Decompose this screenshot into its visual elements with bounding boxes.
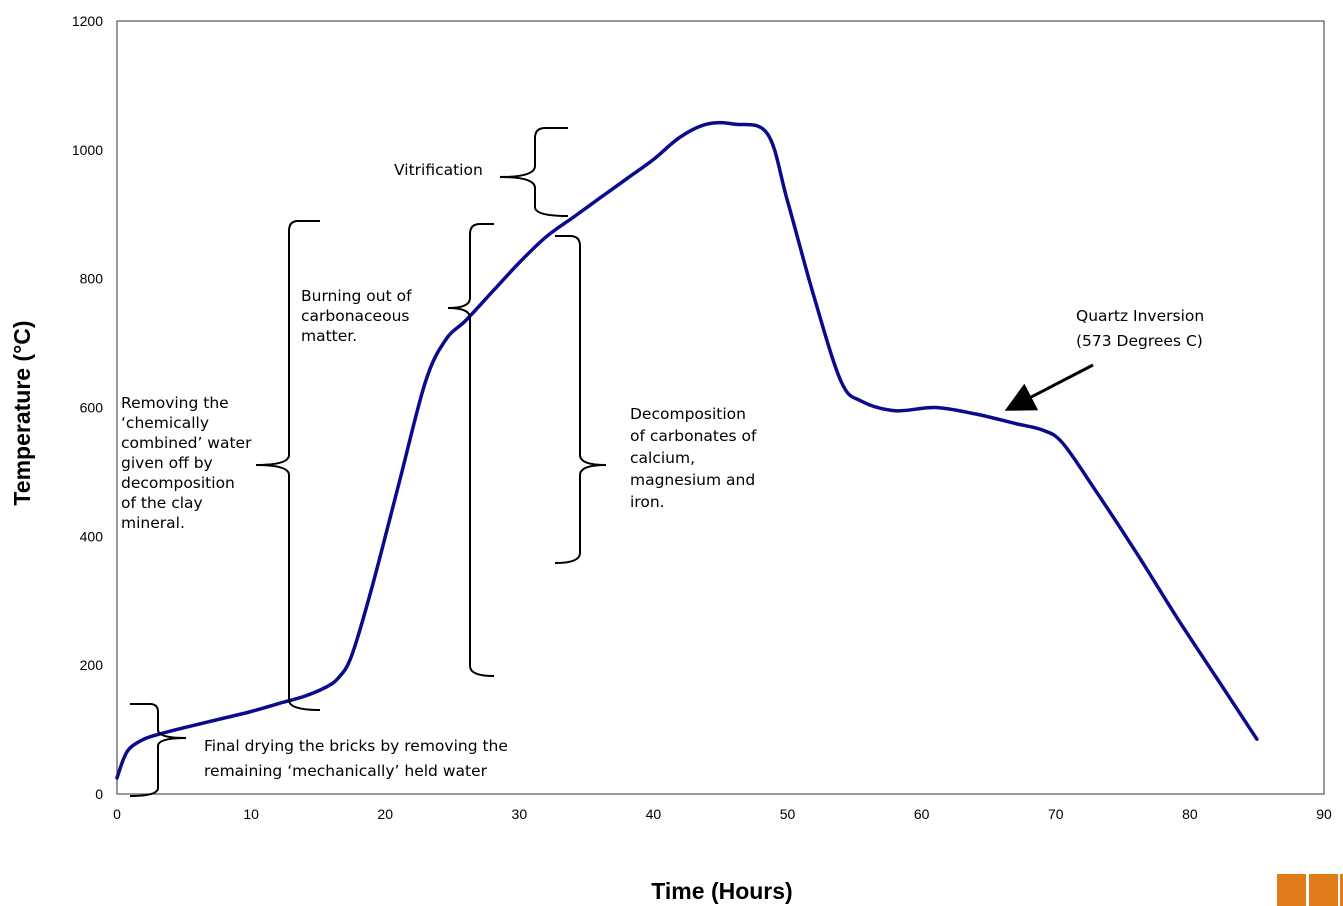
annotation-chemically-combined-water-line-6: of the clay: [121, 494, 203, 512]
annotation-burning-out-line-1: Burning out of: [301, 287, 412, 305]
annotation-decomposition-line-3: calcium,: [630, 449, 695, 467]
annotation-burning-out: Burning out of carbonaceous matter.: [301, 287, 416, 345]
y-tick-label: 400: [80, 528, 104, 544]
annotation-decomposition-line-5: iron.: [630, 493, 665, 511]
x-tick-label: 90: [1316, 806, 1332, 822]
x-tick-label: 80: [1182, 806, 1198, 822]
annotation-decomposition-line-1: Decomposition: [630, 405, 746, 423]
x-tick-label: 70: [1048, 806, 1064, 822]
y-tick-label: 200: [80, 657, 104, 673]
y-tick-label: 1200: [72, 13, 103, 29]
x-tick-label: 60: [914, 806, 930, 822]
annotation-quartz-inversion-line-2: (573 Degrees C): [1076, 332, 1203, 350]
x-tick-label: 40: [646, 806, 662, 822]
annotation-quartz-inversion: Quartz Inversion (573 Degrees C): [1076, 307, 1209, 350]
brace-final-drying: [129, 703, 187, 797]
corner-decoration-block-1: [1277, 874, 1306, 906]
series-line-temperature: [115, 120, 1259, 780]
y-tick-label: 0: [95, 786, 103, 802]
corner-decoration-block-2: [1309, 874, 1338, 906]
x-tick-label: 20: [377, 806, 393, 822]
arrow-quartz-inversion: [1004, 363, 1094, 411]
x-axis-title: Time (Hours): [651, 878, 792, 904]
annotation-chemically-combined-water-line-7: mineral.: [121, 514, 185, 532]
annotation-chemically-combined-water: Removing the ‘chemically combined’ water…: [121, 394, 256, 532]
x-axis-ticks: 0 10 20 30 40 50 60 70 80 90: [113, 806, 1332, 822]
annotation-burning-out-line-2: carbonaceous: [301, 307, 409, 325]
annotation-decomposition-line-2: of carbonates of: [630, 427, 757, 445]
annotation-final-drying-line-2: remaining ‘mechanically’ held water: [204, 762, 488, 780]
annotation-decomposition-line-4: magnesium and: [630, 471, 755, 489]
corner-decoration-block-3: [1340, 874, 1343, 906]
y-axis-title: Temperature (°C): [9, 320, 35, 505]
annotation-quartz-inversion-line-1: Quartz Inversion: [1076, 307, 1204, 325]
x-tick-label: 10: [243, 806, 259, 822]
annotation-chemically-combined-water-line-4: given off by: [121, 454, 213, 472]
brace-burning-out: [447, 223, 495, 677]
annotation-decomposition: Decomposition of carbonates of calcium, …: [630, 405, 761, 511]
brace-decomposition: [554, 235, 607, 564]
plot-area: [116, 20, 1325, 795]
x-tick-label: 30: [512, 806, 528, 822]
y-axis-ticks: 0 200 400 600 800 1000 1200: [72, 13, 103, 802]
annotation-final-drying: Final drying the bricks by removing the …: [204, 737, 513, 780]
annotation-chemically-combined-water-line-5: decomposition: [121, 474, 235, 492]
brace-chemically-combined-water: [255, 220, 321, 711]
annotation-chemically-combined-water-line-2: ‘chemically: [121, 414, 209, 432]
y-tick-label: 1000: [72, 142, 103, 158]
annotation-final-drying-line-1: Final drying the bricks by removing the: [204, 737, 508, 755]
annotation-chemically-combined-water-line-1: Removing the: [121, 394, 229, 412]
annotation-vitrification-line: Vitrification: [394, 161, 483, 179]
y-tick-label: 800: [80, 271, 104, 287]
annotation-chemically-combined-water-line-3: combined’ water: [121, 434, 252, 452]
annotation-burning-out-line-3: matter.: [301, 327, 357, 345]
brace-vitrification: [499, 127, 569, 217]
x-tick-label: 0: [113, 806, 121, 822]
annotation-vitrification: Vitrification: [394, 161, 483, 179]
y-tick-label: 600: [80, 400, 104, 416]
x-tick-label: 50: [780, 806, 796, 822]
